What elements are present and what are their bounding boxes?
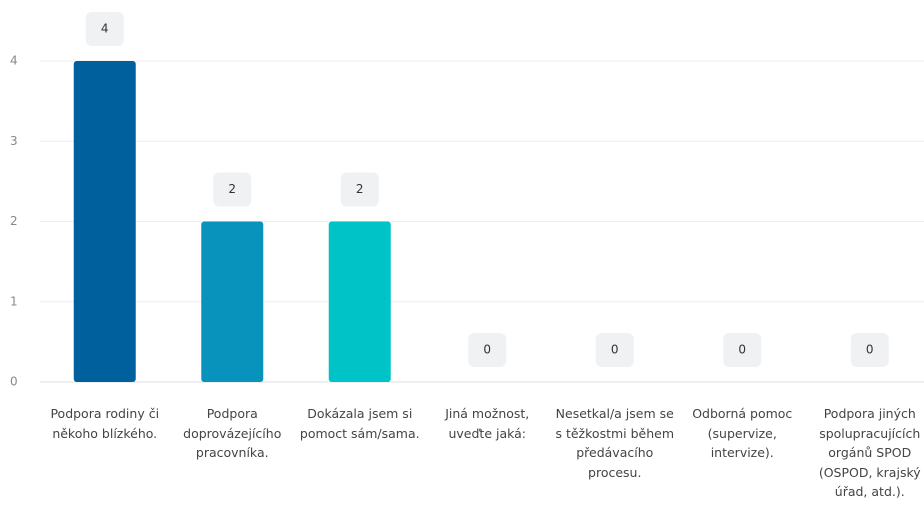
- value-label-box: [850, 333, 889, 367]
- x-tick-label: Podpora rodiny či někoho blízkého.: [50, 406, 160, 441]
- y-tick-label: 3: [10, 134, 18, 148]
- x-tick-label: Odborná pomoc (supervize, intervize).: [692, 406, 793, 460]
- x-tick-label: Dokázala jsem si pomoct sám/sama.: [299, 406, 420, 441]
- value-label-box: [340, 172, 379, 207]
- y-tick-label: 1: [10, 294, 18, 308]
- value-label: 2: [356, 182, 364, 196]
- x-tick-label: Jiná možnost, uveďte jaká:: [445, 406, 530, 441]
- x-tick-label: Podpora jiných spolupracujících orgánů S…: [818, 406, 921, 499]
- value-label-box: [468, 333, 507, 367]
- value-label: 0: [483, 343, 491, 357]
- x-tick-label: Nesetkal/a jsem se s těžkostmi během pře…: [555, 406, 675, 480]
- bar: [328, 221, 391, 382]
- bar: [201, 221, 264, 382]
- value-label: 0: [611, 343, 619, 357]
- value-label-box: [595, 333, 634, 367]
- bar: [73, 61, 136, 382]
- y-tick-label: 0: [10, 375, 18, 389]
- value-label-box: [213, 172, 252, 207]
- y-tick-label: 2: [10, 214, 18, 228]
- value-label: 4: [101, 22, 109, 36]
- x-tick-label: Podpora doprovázejícího pracovníka.: [183, 406, 282, 460]
- value-label-box: [723, 333, 762, 367]
- value-label: 0: [866, 343, 874, 357]
- value-label-box: [85, 12, 124, 46]
- y-tick-label: 4: [10, 54, 18, 68]
- value-label: 0: [738, 343, 746, 357]
- value-label: 2: [228, 182, 236, 196]
